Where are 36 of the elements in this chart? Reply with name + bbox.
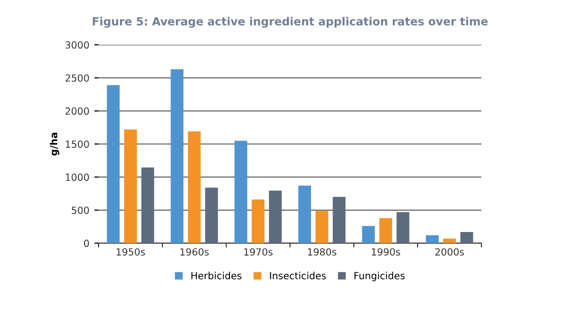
y-tick-label: 3000: [66, 41, 89, 49]
x-tick-label: 1980s: [308, 248, 336, 256]
legend-label: Fungicides: [354, 272, 405, 282]
x-tick-label: 2000s: [435, 248, 464, 256]
x-tick-label: 1990s: [372, 248, 400, 256]
bar: [362, 226, 375, 244]
bar: [205, 188, 218, 244]
bar: [188, 131, 201, 244]
bar: [396, 212, 410, 244]
bar: [316, 210, 328, 244]
bar: [268, 190, 282, 244]
y-tick-label: 1000: [66, 174, 89, 181]
bar: [124, 129, 137, 244]
bar: [298, 186, 312, 244]
bar: [106, 85, 120, 244]
y-tick-label: 0: [84, 240, 89, 248]
bar: [443, 238, 456, 244]
legend-label: Herbicides: [191, 272, 242, 280]
bar: [460, 232, 474, 244]
bar: [379, 218, 392, 244]
y-tick-label: 1500: [66, 140, 89, 148]
bar: [141, 167, 154, 244]
x-tick-label: 1950s: [116, 248, 145, 256]
bar: [234, 140, 248, 244]
bar: [170, 69, 184, 244]
y-tick-label: 2000: [66, 107, 89, 115]
y-axis-title: g/ha: [50, 132, 60, 156]
y-tick-label: 2500: [66, 74, 89, 82]
bar: [252, 200, 264, 244]
x-tick-label: 1960s: [180, 248, 209, 256]
x-tick-label: 1970s: [244, 248, 273, 256]
bar: [426, 235, 439, 244]
legend-label: Insecticides: [270, 272, 326, 280]
chart-title: Figure 5: Average active ingredient application rates over time: [92, 16, 488, 28]
y-tick-label: 500: [72, 206, 89, 214]
bar: [332, 196, 346, 244]
